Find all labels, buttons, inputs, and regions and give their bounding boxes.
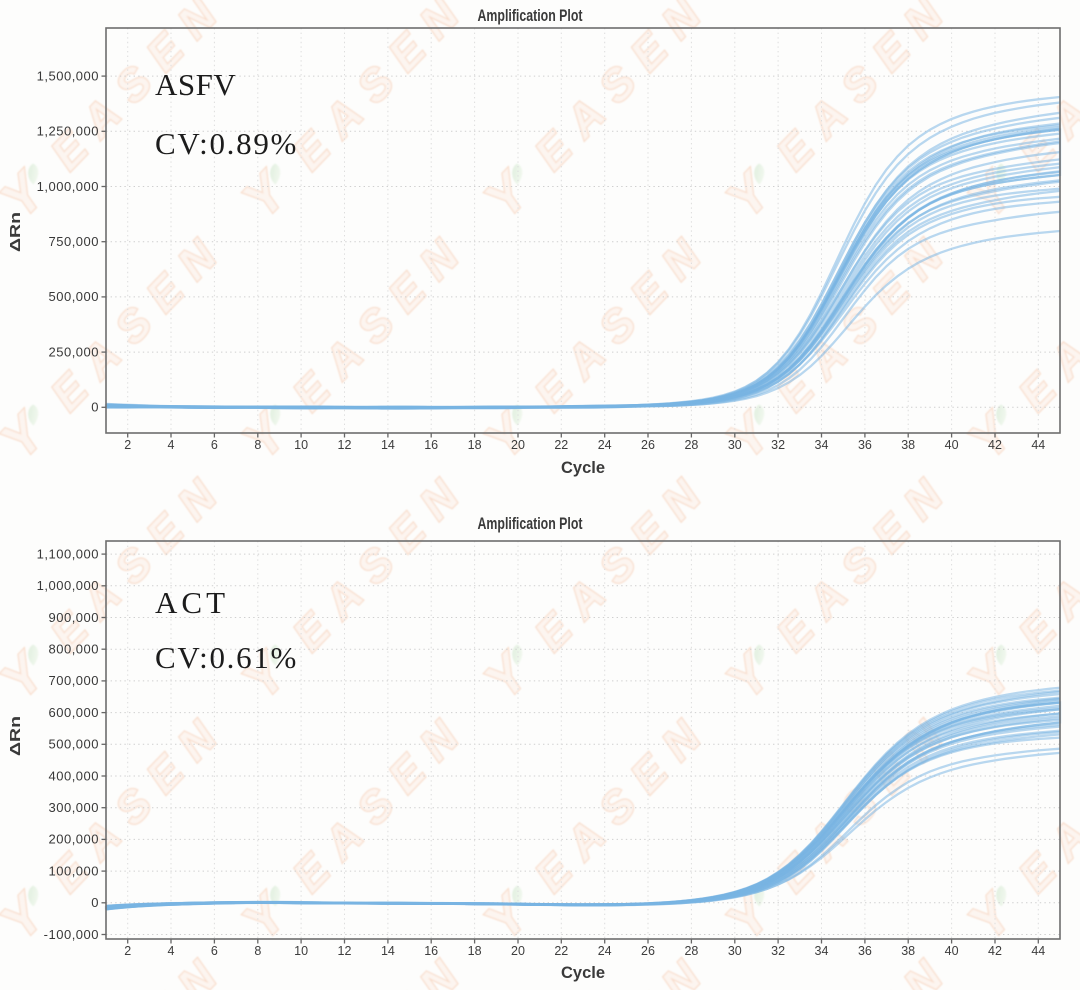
svg-text:36: 36 — [858, 438, 872, 452]
svg-text:200,000: 200,000 — [49, 832, 100, 847]
svg-text:750,000: 750,000 — [49, 234, 100, 249]
svg-text:36: 36 — [858, 944, 872, 958]
svg-text:1,000,000: 1,000,000 — [37, 578, 99, 593]
svg-text:44: 44 — [1031, 438, 1045, 452]
svg-text:2: 2 — [124, 438, 131, 452]
svg-text:26: 26 — [641, 438, 655, 452]
svg-text:26: 26 — [641, 944, 655, 958]
svg-text:ΔRn: ΔRn — [7, 716, 24, 756]
svg-text:4: 4 — [168, 944, 175, 958]
svg-text:44: 44 — [1031, 944, 1045, 958]
svg-text:800,000: 800,000 — [49, 642, 100, 657]
svg-text:12: 12 — [338, 438, 352, 452]
svg-text:24: 24 — [598, 944, 612, 958]
svg-text:8: 8 — [254, 438, 261, 452]
svg-text:100,000: 100,000 — [49, 863, 100, 878]
svg-text:32: 32 — [771, 944, 785, 958]
svg-text:20: 20 — [511, 438, 525, 452]
svg-text:14: 14 — [381, 438, 395, 452]
svg-text:38: 38 — [901, 438, 915, 452]
svg-text:500,000: 500,000 — [49, 289, 100, 304]
svg-text:Cycle: Cycle — [561, 963, 605, 982]
svg-text:18: 18 — [468, 438, 482, 452]
svg-text:700,000: 700,000 — [49, 673, 100, 688]
svg-text:2: 2 — [124, 944, 131, 958]
svg-text:600,000: 600,000 — [49, 705, 100, 720]
svg-text:32: 32 — [771, 438, 785, 452]
svg-text:900,000: 900,000 — [49, 610, 100, 625]
svg-text:0: 0 — [91, 400, 99, 415]
svg-text:40: 40 — [945, 944, 959, 958]
svg-text:0: 0 — [91, 895, 99, 910]
svg-text:34: 34 — [815, 944, 829, 958]
svg-text:16: 16 — [424, 438, 438, 452]
svg-text:42: 42 — [988, 944, 1002, 958]
svg-text:1,500,000: 1,500,000 — [37, 68, 99, 83]
svg-text:14: 14 — [381, 944, 395, 958]
svg-text:10: 10 — [294, 438, 308, 452]
svg-text:4: 4 — [168, 438, 175, 452]
svg-text:Amplification Plot: Amplification Plot — [478, 514, 583, 533]
svg-text:24: 24 — [598, 438, 612, 452]
svg-text:18: 18 — [468, 944, 482, 958]
svg-text:8: 8 — [254, 944, 261, 958]
svg-text:500,000: 500,000 — [49, 737, 100, 752]
svg-text:22: 22 — [554, 944, 568, 958]
svg-text:1,000,000: 1,000,000 — [37, 179, 99, 194]
svg-text:Cycle: Cycle — [561, 458, 605, 477]
svg-text:28: 28 — [684, 944, 698, 958]
svg-text:ASFV: ASFV — [155, 67, 236, 102]
svg-text:CV:0.61%: CV:0.61% — [155, 640, 298, 675]
svg-text:1,250,000: 1,250,000 — [37, 124, 99, 139]
svg-text:10: 10 — [294, 944, 308, 958]
svg-text:42: 42 — [988, 438, 1002, 452]
svg-text:CV:0.89%: CV:0.89% — [155, 126, 298, 161]
svg-text:40: 40 — [945, 438, 959, 452]
svg-text:1,100,000: 1,100,000 — [37, 546, 99, 561]
svg-text:16: 16 — [424, 944, 438, 958]
svg-text:12: 12 — [338, 944, 352, 958]
svg-text:22: 22 — [554, 438, 568, 452]
svg-text:400,000: 400,000 — [49, 768, 100, 783]
svg-text:30: 30 — [728, 438, 742, 452]
svg-text:Amplification Plot: Amplification Plot — [478, 6, 583, 25]
svg-text:ΔRn: ΔRn — [7, 212, 24, 252]
svg-text:30: 30 — [728, 944, 742, 958]
svg-text:6: 6 — [211, 438, 218, 452]
svg-text:-100,000: -100,000 — [44, 927, 99, 942]
svg-text:ACT: ACT — [155, 585, 229, 620]
svg-text:6: 6 — [211, 944, 218, 958]
svg-text:34: 34 — [815, 438, 829, 452]
svg-text:28: 28 — [684, 438, 698, 452]
svg-text:300,000: 300,000 — [49, 800, 100, 815]
svg-text:250,000: 250,000 — [49, 344, 100, 359]
svg-text:20: 20 — [511, 944, 525, 958]
svg-text:38: 38 — [901, 944, 915, 958]
